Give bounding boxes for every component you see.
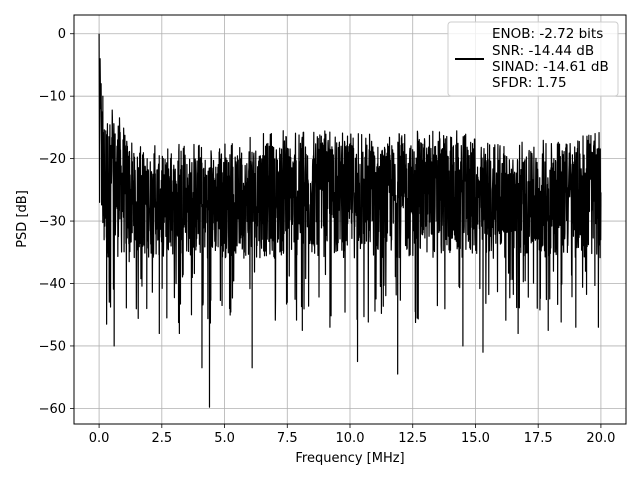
- x-tick-label: 20.0: [586, 431, 615, 446]
- y-tick-label: −30: [39, 215, 66, 230]
- legend: ENOB: -2.72 bits SNR: -14.44 dB SINAD: -…: [447, 21, 619, 97]
- y-tick-label: −60: [39, 402, 66, 417]
- x-axis-label: Frequency [MHz]: [295, 451, 404, 466]
- x-tick-label: 17.5: [524, 431, 553, 446]
- psd-series-line: [98, 33, 602, 408]
- x-axis: 0.0 2.5 5.0 7.5 10.0 12.5 15.0 17.5 20.0: [89, 424, 615, 446]
- legend-line-sfdr: SFDR: 1.75: [492, 75, 567, 91]
- y-tick-label: −40: [39, 277, 66, 292]
- x-tick-label: 12.5: [398, 431, 427, 446]
- y-axis-label: PSD [dB]: [15, 190, 30, 248]
- x-tick-label: 5.0: [214, 431, 235, 446]
- y-tick-label: −20: [39, 152, 66, 167]
- y-tick-label: 0: [58, 27, 66, 42]
- series-group: [98, 33, 602, 408]
- legend-line-snr: SNR: -14.44 dB: [492, 43, 594, 59]
- y-tick-label: −10: [39, 90, 66, 105]
- legend-line-enob: ENOB: -2.72 bits: [492, 26, 603, 42]
- x-tick-label: 0.0: [89, 431, 110, 446]
- legend-box: [447, 21, 619, 97]
- x-tick-label: 15.0: [461, 431, 490, 446]
- plot-area: [98, 33, 602, 408]
- x-tick-label: 10.0: [336, 431, 365, 446]
- x-tick-label: 7.5: [277, 431, 298, 446]
- y-axis: 0 −10 −20 −30 −40 −50 −60: [39, 27, 74, 417]
- legend-line-sinad: SINAD: -14.61 dB: [492, 59, 609, 75]
- x-tick-label: 2.5: [151, 431, 172, 446]
- y-tick-label: −50: [39, 339, 66, 354]
